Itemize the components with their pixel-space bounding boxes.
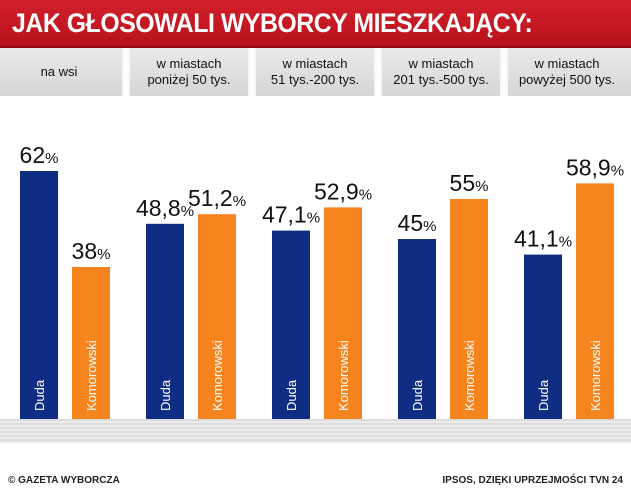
data-label-unit: % <box>45 150 58 167</box>
category-header: w miastach 201 tys.-500 tys. <box>382 48 500 96</box>
category-header-line: 201 tys.-500 tys. <box>393 72 489 87</box>
data-label: 51,2% <box>188 185 246 211</box>
bar-series-label: Duda <box>284 379 299 411</box>
bar-series-label: Komorowski <box>462 340 477 411</box>
bar-duda <box>146 223 184 419</box>
header-separator <box>374 48 382 96</box>
bar-komorowski <box>198 214 236 419</box>
data-label-value: 51,2 <box>188 185 233 211</box>
footer-credit: © GAZETA WYBORCZA <box>8 475 120 486</box>
bar-komorowski <box>450 199 488 419</box>
data-label-value: 48,8 <box>136 195 181 221</box>
data-label-value: 38 <box>72 238 98 264</box>
data-label-value: 62 <box>20 142 46 168</box>
data-label: 48,8% <box>136 195 194 221</box>
bar-komorowski <box>324 207 362 419</box>
category-header: na wsi <box>0 48 118 96</box>
bar-series-label: Komorowski <box>588 340 603 411</box>
data-label: 55% <box>450 170 489 196</box>
data-label-value: 41,1 <box>514 226 559 252</box>
data-label: 41,1% <box>514 226 572 252</box>
data-label-unit: % <box>233 193 246 210</box>
header-separator <box>500 48 508 96</box>
footer-source: IPSOS, DZIĘKI UPRZEJMOŚCI TVN 24 <box>442 475 623 486</box>
data-label-unit: % <box>359 186 372 203</box>
data-label-value: 47,1 <box>262 202 307 228</box>
bar-series-label: Komorowski <box>210 340 225 411</box>
category-header-line: na wsi <box>40 64 78 79</box>
bar-series-label: Duda <box>32 379 47 411</box>
bar-duda <box>398 239 436 419</box>
category-header: w miastach powyżej 500 tys. <box>508 48 626 96</box>
category-header-line: powyżej 500 tys. <box>518 72 616 87</box>
category-header-line: w miastach <box>282 56 348 71</box>
category-header-line: w miastach <box>408 56 474 71</box>
bar-series-label: Duda <box>158 379 173 411</box>
data-label-unit: % <box>97 246 110 263</box>
category-header-line: w miastach <box>156 56 222 71</box>
bar-duda <box>20 171 58 419</box>
bar-duda <box>272 230 310 419</box>
category-header: w miastach poniżej 50 tys. <box>130 48 248 96</box>
bar-komorowski <box>576 183 614 419</box>
data-label: 45% <box>398 210 437 236</box>
category-header-line: 51 tys.-200 tys. <box>270 72 360 87</box>
chart-baseline <box>0 419 631 443</box>
bar-series-label: Duda <box>536 379 551 411</box>
chart-title: JAK GŁOSOWALI WYBORCY MIESZKAJĄCY: <box>12 8 533 38</box>
data-label-unit: % <box>559 234 572 251</box>
category-header-line: w miastach <box>534 56 600 71</box>
data-label: 58,9% <box>566 154 624 180</box>
data-label: 52,9% <box>314 178 372 204</box>
header-separator <box>248 48 256 96</box>
category-header-line: poniżej 50 tys. <box>147 72 231 87</box>
data-label: 62% <box>20 142 59 168</box>
bar-series-label: Duda <box>410 379 425 411</box>
data-label-unit: % <box>181 203 194 220</box>
category-header: w miastach 51 tys.-200 tys. <box>256 48 374 96</box>
category-header-strip <box>0 48 631 96</box>
data-label-unit: % <box>307 210 320 227</box>
data-label: 47,1% <box>262 202 320 228</box>
bar-komorowski <box>72 267 110 419</box>
title-banner <box>0 0 631 48</box>
header-separator <box>122 48 130 96</box>
data-label-value: 45 <box>398 210 424 236</box>
data-label-unit: % <box>475 178 488 195</box>
data-label-unit: % <box>423 218 436 235</box>
data-label-value: 52,9 <box>314 178 359 204</box>
data-label-unit: % <box>611 162 624 179</box>
data-label-value: 55 <box>450 170 476 196</box>
bar-series-label: Komorowski <box>84 340 99 411</box>
data-label-value: 58,9 <box>566 154 611 180</box>
bar-duda <box>524 254 562 419</box>
data-label: 38% <box>72 238 111 264</box>
bar-series-label: Komorowski <box>336 340 351 411</box>
